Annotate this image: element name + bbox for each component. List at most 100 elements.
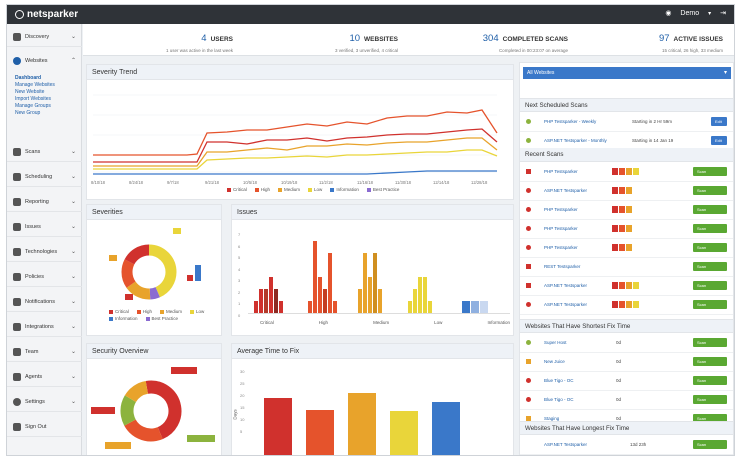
- sidebar-item-notifications[interactable]: Notifications ⌄: [7, 292, 82, 312]
- sidebar-item-team[interactable]: Team ⌄: [7, 342, 82, 362]
- submenu-import-websites[interactable]: Import Websites: [15, 96, 52, 102]
- submenu-new-website[interactable]: New Website: [15, 89, 45, 95]
- legend-medium[interactable]: Medium: [160, 309, 182, 314]
- issue-bar[interactable]: [328, 253, 332, 313]
- stat-websites[interactable]: 10 WEBSITES 3 verified, 3 unverified, 4 c…: [238, 28, 398, 53]
- issue-bar[interactable]: [333, 301, 337, 313]
- legend-best-practice[interactable]: Best Practice: [366, 187, 399, 192]
- sidebar-item-settings[interactable]: Settings ⌄: [7, 392, 82, 412]
- stat-users[interactable]: 4 USERS 1 user was active in the last wee…: [83, 28, 233, 53]
- legend-high[interactable]: High: [136, 309, 152, 314]
- issue-bar[interactable]: [480, 301, 488, 313]
- bell-icon[interactable]: ◉: [665, 10, 672, 17]
- legend-best-practice[interactable]: Best Practice: [145, 316, 178, 321]
- scan-button[interactable]: Scan: [693, 376, 727, 385]
- logout-icon[interactable]: ⇥: [720, 10, 726, 17]
- submenu-manage-groups[interactable]: Manage Groups: [15, 103, 51, 109]
- scan-name-link[interactable]: PHP Testsparker: [544, 245, 578, 250]
- sidebar-item-policies[interactable]: Policies ⌄: [7, 267, 82, 287]
- issue-bar[interactable]: [274, 289, 278, 313]
- issue-bar[interactable]: [418, 277, 422, 313]
- scan-name-link[interactable]: PHP Testsparker: [544, 169, 578, 174]
- legend-critical[interactable]: Critical: [109, 309, 129, 314]
- legend-information[interactable]: Information: [109, 316, 138, 321]
- legend-medium[interactable]: Medium: [278, 187, 300, 192]
- issue-bar[interactable]: [368, 277, 372, 313]
- scan-name-link[interactable]: PHP Testsparker - Weekly: [544, 119, 597, 124]
- issue-bar[interactable]: [264, 289, 268, 313]
- submenu-manage-websites[interactable]: Manage Websites: [15, 82, 55, 88]
- stat-completed-scans[interactable]: 304 COMPLETED SCANS Completed in 00:23:07…: [403, 28, 568, 53]
- stat-active-issues[interactable]: 97 ACTIVE ISSUES 15 critical, 26 high, 33…: [573, 28, 723, 53]
- scan-button[interactable]: Scan: [693, 300, 727, 309]
- issue-bar[interactable]: [413, 289, 417, 313]
- issue-bar[interactable]: [254, 301, 258, 313]
- scan-button[interactable]: Scan: [693, 205, 727, 214]
- sidebar-item-integrations[interactable]: Integrations ⌄: [7, 317, 82, 337]
- legend-low[interactable]: Low: [308, 187, 322, 192]
- scan-button[interactable]: Scan: [693, 281, 727, 290]
- fix-bar-critical[interactable]: [264, 398, 292, 455]
- fix-bar-information[interactable]: [432, 402, 460, 455]
- legend-information[interactable]: Information: [330, 187, 359, 192]
- submenu-dashboard[interactable]: Dashboard: [15, 75, 42, 81]
- brand-logo[interactable]: netsparker: [15, 9, 78, 20]
- scan-name-link[interactable]: PHP Testsparker: [544, 207, 578, 212]
- sidebar-item-issues[interactable]: Issues ⌄: [7, 217, 82, 237]
- issue-bar[interactable]: [373, 253, 377, 313]
- scan-button[interactable]: Scan: [693, 440, 727, 449]
- sidebar-item-scans[interactable]: Scans ⌄: [7, 142, 82, 162]
- scan-button[interactable]: Scan: [693, 243, 727, 252]
- website-selector[interactable]: All Websites ▾: [523, 67, 731, 79]
- fix-bar-medium[interactable]: [348, 393, 376, 455]
- scan-name-link[interactable]: ASP.NET Testsparker - Monthly: [544, 138, 607, 143]
- scan-name-link[interactable]: ASP.NET Testsparker: [544, 188, 588, 193]
- scan-name-link[interactable]: ASP.NET Testsparker: [544, 302, 588, 307]
- issue-bar[interactable]: [358, 289, 362, 313]
- scan-button[interactable]: Scan: [693, 167, 727, 176]
- issue-bar[interactable]: [323, 289, 327, 313]
- scan-button[interactable]: Scan: [693, 357, 727, 366]
- issue-bar[interactable]: [462, 301, 470, 313]
- sidebar-item-technologies[interactable]: Technologies ⌄: [7, 242, 82, 262]
- scan-button[interactable]: Scan: [693, 262, 727, 271]
- scan-name-link[interactable]: PHP Testsparker: [544, 226, 578, 231]
- scan-button[interactable]: Scan: [693, 186, 727, 195]
- sidebar-item-agents[interactable]: Agents ⌄: [7, 367, 82, 387]
- legend-critical[interactable]: Critical: [227, 187, 247, 192]
- sidebar-item-websites[interactable]: Websites ⌃: [7, 51, 82, 71]
- scan-button[interactable]: Scan: [693, 224, 727, 233]
- website-link[interactable]: Blue Tigo - OC: [544, 378, 574, 383]
- scan-button[interactable]: Scan: [693, 395, 727, 404]
- sidebar-item-discovery[interactable]: Discovery ⌄: [7, 27, 82, 47]
- issue-bar[interactable]: [471, 301, 479, 313]
- sidebar-item-sign-out[interactable]: Sign Out: [7, 417, 82, 437]
- issue-bar[interactable]: [313, 241, 317, 313]
- website-link[interactable]: ASP.NET Testsparker: [544, 442, 588, 447]
- legend-high[interactable]: High: [254, 187, 270, 192]
- issue-bar[interactable]: [408, 301, 412, 313]
- issue-bar[interactable]: [363, 253, 367, 313]
- sidebar-item-scheduling[interactable]: Scheduling ⌄: [7, 167, 82, 187]
- edit-button[interactable]: Edit: [711, 136, 727, 145]
- issue-bar[interactable]: [423, 277, 427, 313]
- fix-bar-low[interactable]: [390, 411, 418, 455]
- scan-name-link[interactable]: REST Testsparker: [544, 264, 581, 269]
- issue-bar[interactable]: [378, 289, 382, 313]
- edit-button[interactable]: Edit: [711, 117, 727, 126]
- issue-bar[interactable]: [428, 301, 432, 313]
- issue-bar[interactable]: [279, 301, 283, 313]
- submenu-new-group[interactable]: New Group: [15, 110, 41, 116]
- chevron-down-icon[interactable]: ▾: [708, 10, 712, 17]
- fix-bar-high[interactable]: [306, 410, 334, 455]
- website-link[interactable]: Super Host: [544, 340, 567, 345]
- issue-bar[interactable]: [308, 301, 312, 313]
- website-link[interactable]: Staging: [544, 416, 560, 421]
- issue-bar[interactable]: [259, 289, 263, 313]
- user-menu[interactable]: Demo: [680, 9, 700, 17]
- issue-bar[interactable]: [269, 277, 273, 313]
- scan-button[interactable]: Scan: [693, 338, 727, 347]
- scan-name-link[interactable]: ASP.NET Testsparker: [544, 283, 588, 288]
- sidebar-item-reporting[interactable]: Reporting ⌄: [7, 192, 82, 212]
- website-link[interactable]: New Juice: [544, 359, 565, 364]
